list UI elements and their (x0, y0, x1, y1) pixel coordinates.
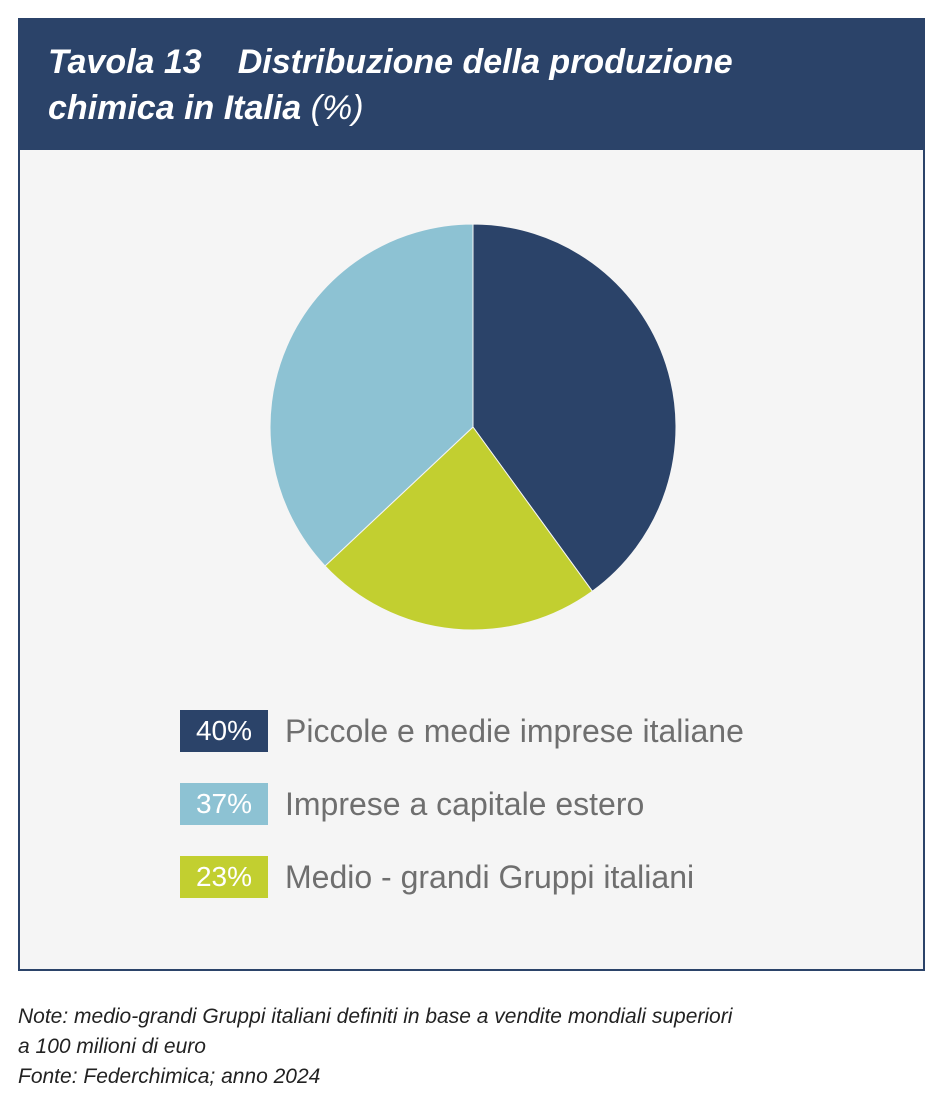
chart-notes: Note: medio-grandi Gruppi italiani defin… (18, 1002, 918, 1092)
pie-slice-2 (324, 426, 594, 631)
pie-chart (269, 223, 677, 631)
chart-title-text-2: chimica in Italia (48, 89, 302, 127)
note-line-2: a 100 milioni di euro (18, 1035, 206, 1058)
legend-swatch-pmi: 40% (180, 710, 268, 752)
legend-label-gruppi: Medio - grandi Gruppi italiani (285, 859, 695, 895)
legend-swatch-gruppi: 23% (180, 856, 268, 898)
chart-title-text-1: Distribuzione della produzione (237, 43, 733, 81)
chart-title-number: Tavola 13 (48, 43, 202, 81)
source-line: Fonte: Federchimica; anno 2024 (18, 1065, 321, 1088)
chart-title-unit: (%) (310, 89, 364, 127)
pie-slice-3 (269, 223, 474, 567)
legend-label-estero: Imprese a capitale estero (285, 786, 645, 822)
chart-card: Tavola 13 Distribuzione della produzione … (18, 18, 925, 971)
chart-header: Tavola 13 Distribuzione della produzione … (20, 20, 923, 150)
chart-title-line-1: Tavola 13 Distribuzione della produzione (48, 42, 733, 82)
pie-slice-1 (472, 223, 677, 592)
note-line-1: Note: medio-grandi Gruppi italiani defin… (18, 1005, 733, 1028)
legend-swatch-estero: 37% (180, 783, 268, 825)
legend-label-pmi: Piccole e medie imprese italiane (285, 713, 744, 749)
chart-title-line-2: chimica in Italia (%) (48, 88, 364, 128)
